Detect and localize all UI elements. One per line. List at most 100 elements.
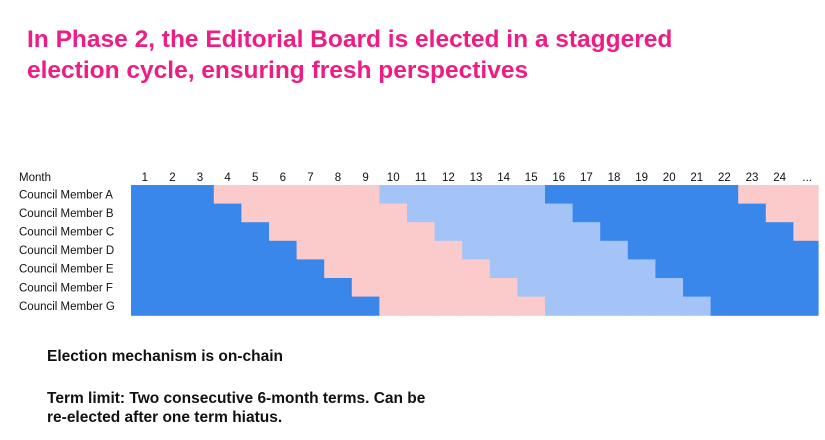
schedule-cell — [462, 222, 491, 242]
schedule-cell — [710, 259, 739, 279]
schedule-cell — [517, 240, 546, 260]
schedule-cell — [517, 222, 546, 242]
schedule-cell — [793, 259, 819, 279]
term-limit-line-2: re-elected after one term hiatus. — [47, 409, 283, 426]
schedule-cell — [434, 203, 463, 223]
schedule-cell — [545, 240, 574, 260]
schedule-cell — [158, 278, 187, 298]
page-title: In Phase 2, the Editorial Board is elect… — [27, 24, 807, 86]
month-tick: 23 — [746, 172, 759, 184]
schedule-cell — [793, 203, 819, 223]
schedule-cell — [186, 296, 215, 316]
schedule-cell — [241, 185, 270, 205]
schedule-cell — [765, 203, 794, 223]
month-tick: 20 — [663, 172, 676, 184]
schedule-cell — [655, 296, 684, 316]
schedule-cell — [158, 222, 187, 242]
schedule-cell — [600, 203, 629, 223]
schedule-cell — [600, 222, 629, 242]
schedule-cell — [517, 278, 546, 298]
schedule-cell — [379, 296, 408, 316]
month-tick: 9 — [362, 172, 368, 184]
schedule-cell — [296, 278, 325, 298]
month-tick: ... — [802, 172, 812, 184]
schedule-cell — [600, 185, 629, 205]
month-tick: 2 — [169, 172, 175, 184]
schedule-cell — [655, 240, 684, 260]
schedule-cell — [186, 240, 215, 260]
schedule-cell — [158, 203, 187, 223]
schedule-cell — [489, 296, 518, 316]
member-label: Council Member E — [19, 264, 114, 276]
schedule-cell — [186, 278, 215, 298]
schedule-cell — [655, 203, 684, 223]
month-tick: 10 — [387, 172, 400, 184]
schedule-cell — [296, 296, 325, 316]
schedule-cell — [296, 259, 325, 279]
schedule-cell — [545, 203, 574, 223]
schedule-cell — [241, 240, 270, 260]
schedule-cell — [379, 240, 408, 260]
schedule-cell — [158, 240, 187, 260]
title-line-1: In Phase 2, the Editorial Board is elect… — [27, 26, 673, 53]
schedule-cell — [738, 222, 767, 242]
schedule-cell — [738, 278, 767, 298]
schedule-cell — [710, 240, 739, 260]
schedule-cell — [462, 259, 491, 279]
schedule-cell — [407, 203, 436, 223]
schedule-cell — [213, 185, 242, 205]
schedule-cell — [351, 185, 380, 205]
schedule-cell — [462, 203, 491, 223]
schedule-cell — [655, 222, 684, 242]
schedule-cell — [407, 259, 436, 279]
schedule-cell — [793, 296, 819, 316]
member-label: Council Member F — [19, 282, 113, 294]
month-tick: 3 — [197, 172, 203, 184]
schedule-cell — [379, 259, 408, 279]
schedule-cell — [655, 278, 684, 298]
schedule-cell — [131, 185, 160, 205]
schedule-cell — [462, 185, 491, 205]
schedule-cell — [765, 185, 794, 205]
schedule-cell — [324, 240, 353, 260]
schedule-cell — [793, 278, 819, 298]
schedule-cell — [379, 222, 408, 242]
schedule-cell — [434, 240, 463, 260]
schedule-cell — [213, 278, 242, 298]
schedule-cell — [710, 203, 739, 223]
schedule-cell — [296, 203, 325, 223]
schedule-cell — [379, 203, 408, 223]
schedule-cell — [683, 203, 712, 223]
schedule-cell — [572, 296, 601, 316]
schedule-cell — [379, 278, 408, 298]
schedule-cell — [407, 185, 436, 205]
schedule-cell — [738, 203, 767, 223]
month-tick: 1 — [142, 172, 148, 184]
month-tick: 22 — [718, 172, 731, 184]
schedule-cell — [434, 296, 463, 316]
schedule-cell — [738, 296, 767, 316]
schedule-cell — [407, 240, 436, 260]
schedule-cell — [158, 185, 187, 205]
schedule-cell — [627, 240, 656, 260]
schedule-cell — [517, 259, 546, 279]
schedule-cell — [683, 278, 712, 298]
schedule-cell — [710, 296, 739, 316]
schedule-cell — [186, 259, 215, 279]
schedule-cell — [600, 240, 629, 260]
schedule-cell — [489, 222, 518, 242]
schedule-cell — [186, 222, 215, 242]
schedule-cell — [627, 185, 656, 205]
election-mechanism-note: Election mechanism is on-chain — [47, 348, 284, 365]
schedule-cell — [793, 185, 819, 205]
schedule-cell — [683, 240, 712, 260]
schedule-cell — [545, 185, 574, 205]
schedule-cell — [765, 296, 794, 316]
title-line-2: election cycle, ensuring fresh perspecti… — [27, 57, 529, 84]
schedule-cell — [407, 278, 436, 298]
schedule-cell — [351, 203, 380, 223]
schedule-cell — [241, 203, 270, 223]
schedule-cell — [627, 259, 656, 279]
schedule-cell — [131, 203, 160, 223]
schedule-cell — [269, 222, 298, 242]
